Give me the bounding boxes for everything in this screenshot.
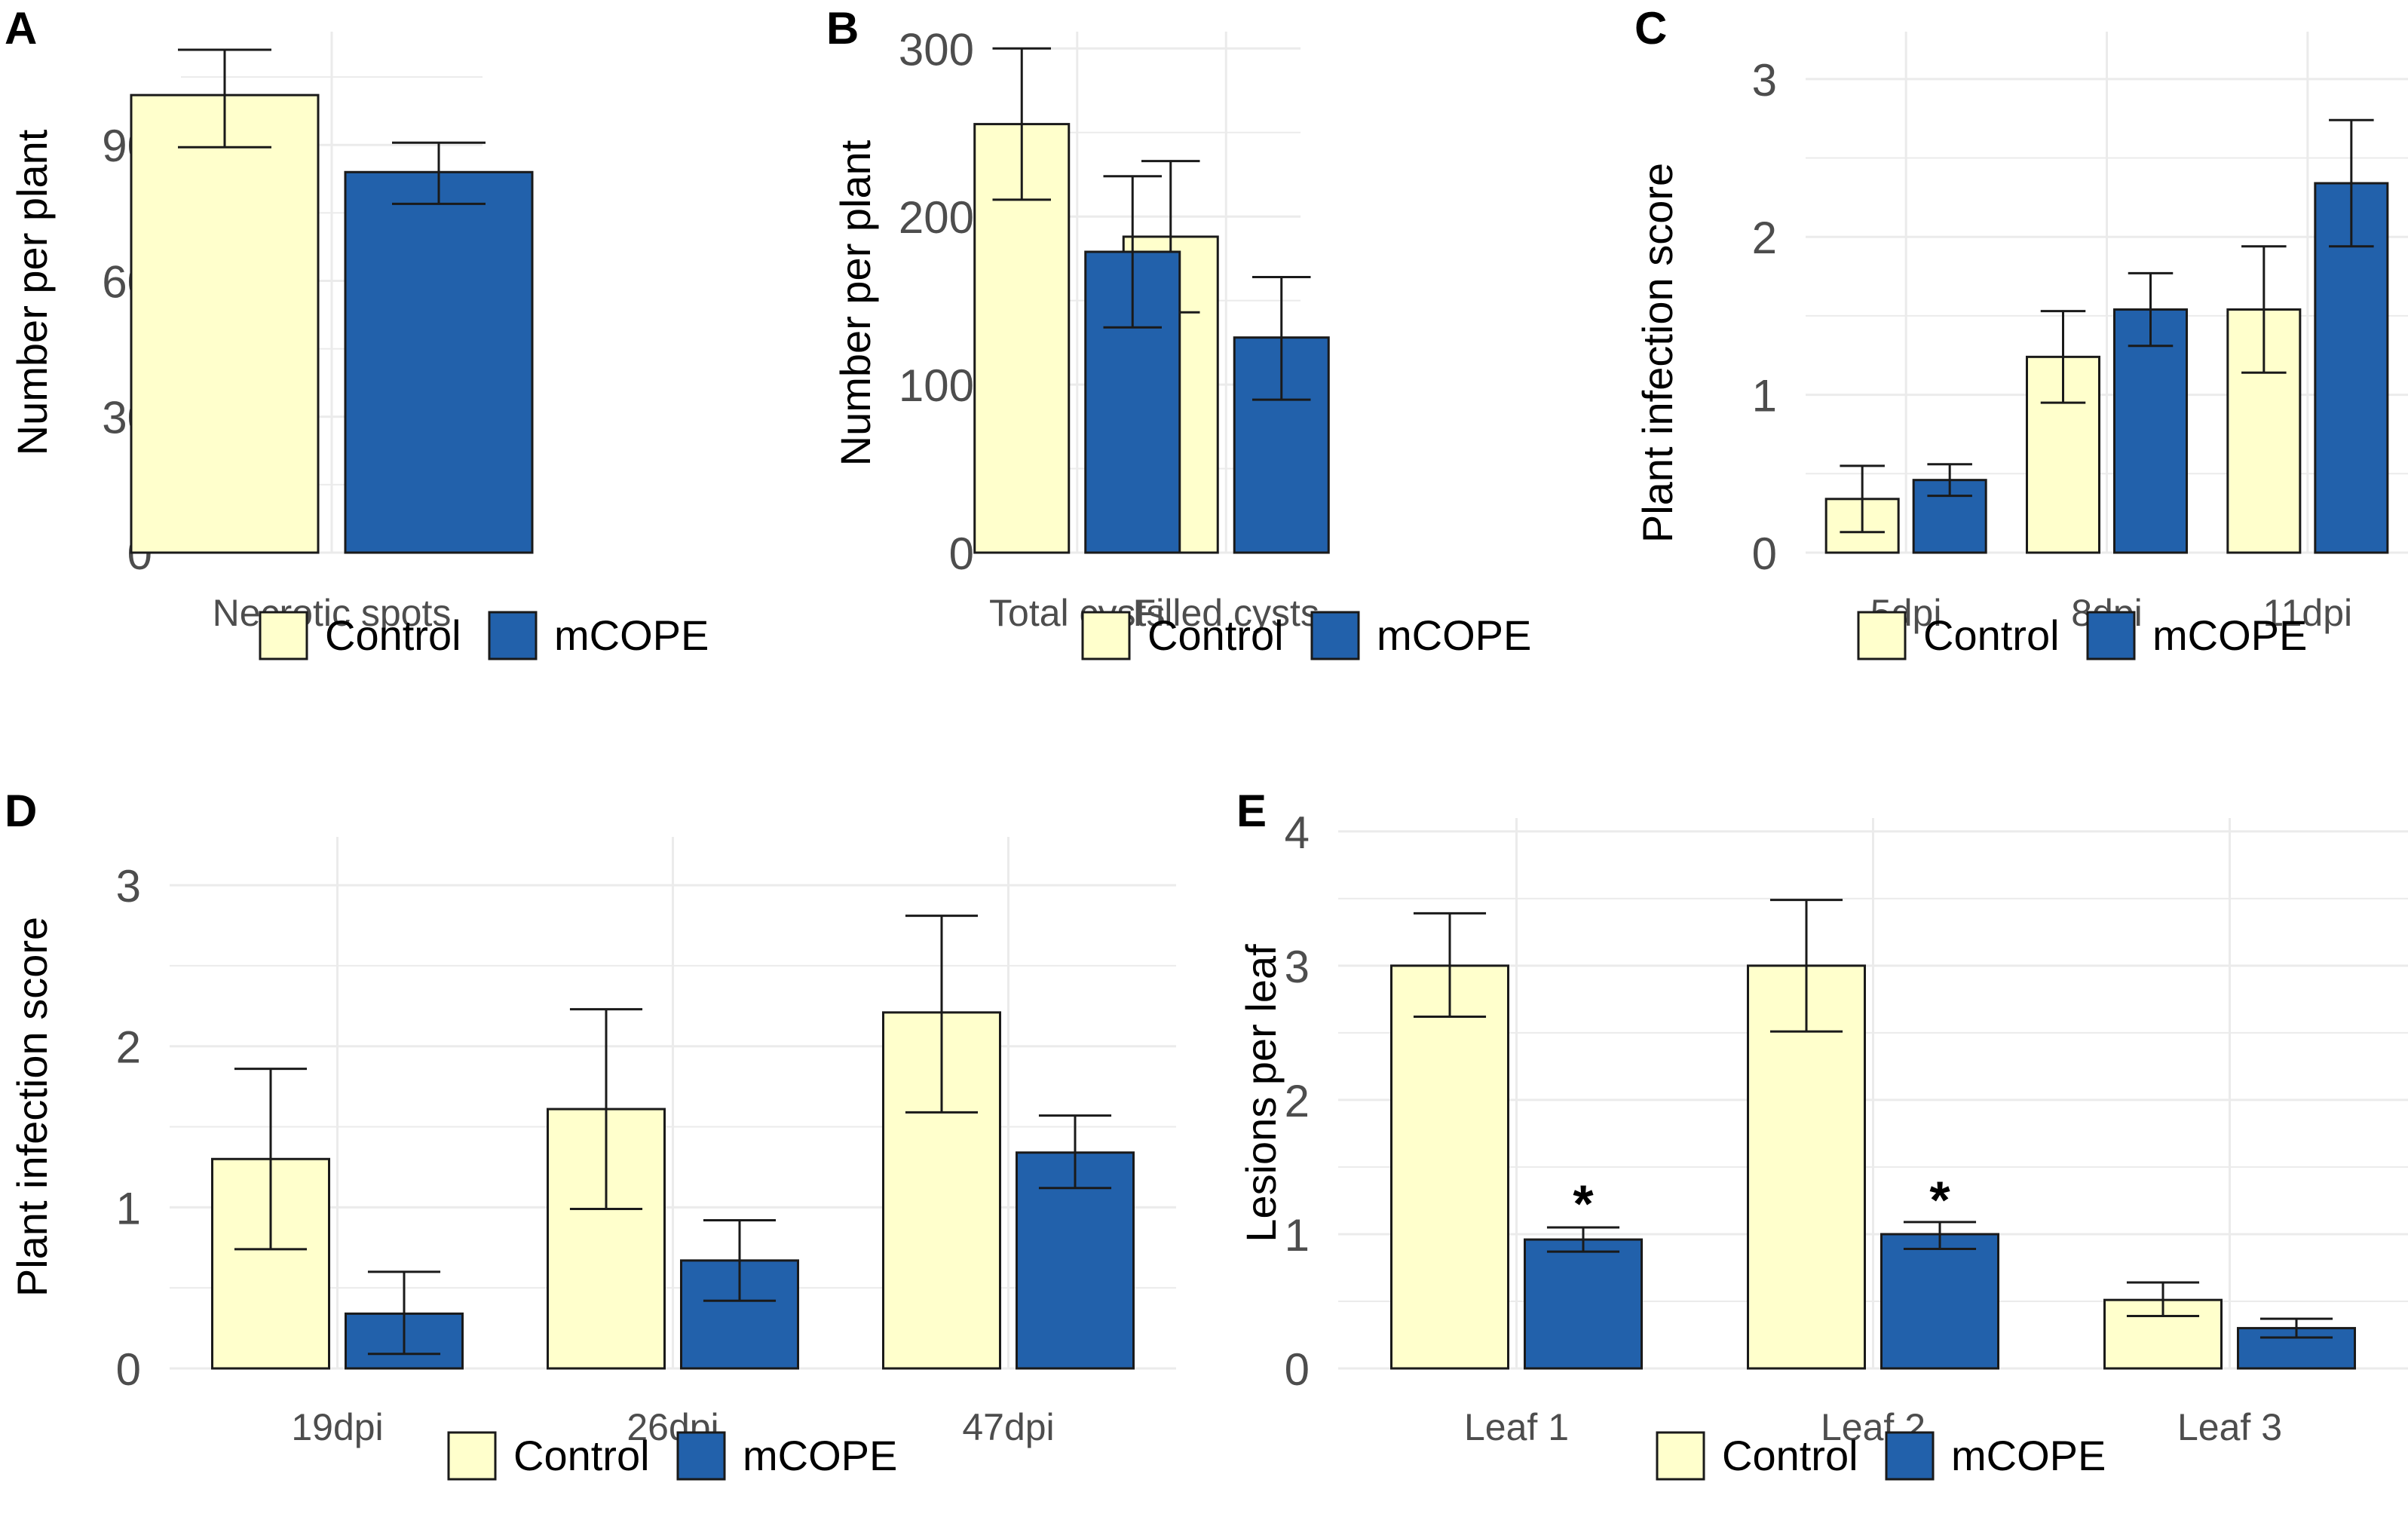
bar-mcope-8dpi bbox=[2113, 308, 2188, 554]
y-tick-label: 1 bbox=[1752, 371, 1777, 421]
legend-swatch-mcope bbox=[676, 1431, 726, 1481]
legend-swatch-control bbox=[1081, 611, 1131, 660]
y-tick-label: 300 bbox=[899, 24, 974, 75]
legend-swatch-control bbox=[1656, 1431, 1705, 1481]
panel-letter: B bbox=[826, 3, 859, 54]
legend: Control mCOPE bbox=[1081, 611, 1531, 660]
panel-letter: C bbox=[1634, 3, 1667, 54]
legend-label-mcope: mCOPE bbox=[1377, 611, 1531, 659]
bar-control-26dpi bbox=[547, 1108, 666, 1370]
legend-label-mcope: mCOPE bbox=[743, 1432, 897, 1479]
x-tick-label: Total cysts bbox=[989, 592, 1165, 634]
bar-mcope-leaf-1 bbox=[1524, 1238, 1643, 1370]
legend: Control mCOPE bbox=[1857, 611, 2307, 660]
x-tick-label: Leaf 1 bbox=[1464, 1406, 1569, 1448]
bar-control-leaf-2 bbox=[1747, 964, 1866, 1370]
legend-label-mcope: mCOPE bbox=[1951, 1432, 2106, 1479]
y-tick-label: 2 bbox=[116, 1022, 141, 1073]
panel-letter: E bbox=[1236, 786, 1267, 836]
y-axis-label: Lesions per leaf bbox=[1237, 944, 1285, 1243]
y-axis-label: Plant infection score bbox=[1634, 163, 1681, 543]
legend-swatch-mcope bbox=[488, 611, 538, 660]
legend-swatch-mcope bbox=[1310, 611, 1360, 660]
x-tick-label: 19dpi bbox=[291, 1406, 383, 1448]
legend: Control mCOPE bbox=[447, 1431, 897, 1481]
y-tick-label: 3 bbox=[1285, 942, 1310, 992]
y-tick-label: 2 bbox=[1752, 213, 1777, 263]
y-tick-label: 0 bbox=[116, 1344, 141, 1395]
legend-label-control: Control bbox=[1722, 1432, 1858, 1479]
legend-swatch-mcope bbox=[1885, 1431, 1935, 1481]
y-tick-label: 3 bbox=[116, 861, 141, 912]
legend-label-control: Control bbox=[325, 611, 461, 659]
legend-label-control: Control bbox=[1923, 611, 2060, 659]
bar-mcope-necrotic-spots bbox=[344, 170, 534, 554]
x-tick-label: Leaf 3 bbox=[2177, 1406, 2282, 1448]
y-tick-label: 200 bbox=[899, 192, 974, 243]
y-tick-label: 1 bbox=[116, 1183, 141, 1233]
legend: Control mCOPE bbox=[259, 611, 709, 660]
y-tick-label: 0 bbox=[1285, 1344, 1310, 1395]
x-tick-label: Necrotic spots bbox=[213, 592, 452, 634]
significance-star: * bbox=[1929, 1170, 1950, 1229]
y-tick-label: 100 bbox=[899, 360, 974, 411]
panel-letter: A bbox=[5, 3, 37, 54]
x-tick-label: 47dpi bbox=[962, 1406, 1054, 1448]
y-tick-label: 1 bbox=[1285, 1210, 1310, 1261]
y-tick-label: 4 bbox=[1285, 807, 1310, 858]
y-tick-label: 3 bbox=[1752, 55, 1777, 106]
y-axis-label: Number per plant bbox=[832, 139, 879, 466]
legend-swatch-control bbox=[1857, 611, 1907, 660]
y-tick-label: 2 bbox=[1285, 1076, 1310, 1126]
legend: Control mCOPE bbox=[1656, 1431, 2106, 1481]
legend-swatch-mcope bbox=[2086, 611, 2136, 660]
y-axis-label: Plant infection score bbox=[8, 917, 56, 1297]
x-tick-label: Filled cysts bbox=[1133, 592, 1319, 634]
legend-label-control: Control bbox=[1147, 611, 1284, 659]
panel-c: 01235dpi8dpi11dpiPlant infection scoreCC… bbox=[1634, 3, 2408, 660]
x-tick-label: 11dpi bbox=[2263, 592, 2353, 634]
y-axis-label: Number per plant bbox=[8, 129, 56, 455]
legend-swatch-control bbox=[259, 611, 308, 660]
legend-swatch-control bbox=[447, 1431, 497, 1481]
bar-control-necrotic-spots bbox=[130, 93, 320, 554]
significance-star: * bbox=[1573, 1175, 1594, 1233]
bar-mcope-leaf-2 bbox=[1880, 1233, 1999, 1370]
legend-label-mcope: mCOPE bbox=[554, 611, 709, 659]
panel-letter: D bbox=[5, 786, 37, 836]
bar-control-leaf-1 bbox=[1390, 964, 1509, 1370]
y-tick-label: 0 bbox=[949, 529, 974, 579]
legend-label-mcope: mCOPE bbox=[2152, 611, 2307, 659]
y-tick-label: 0 bbox=[1752, 529, 1777, 579]
legend-label-control: Control bbox=[513, 1432, 650, 1479]
